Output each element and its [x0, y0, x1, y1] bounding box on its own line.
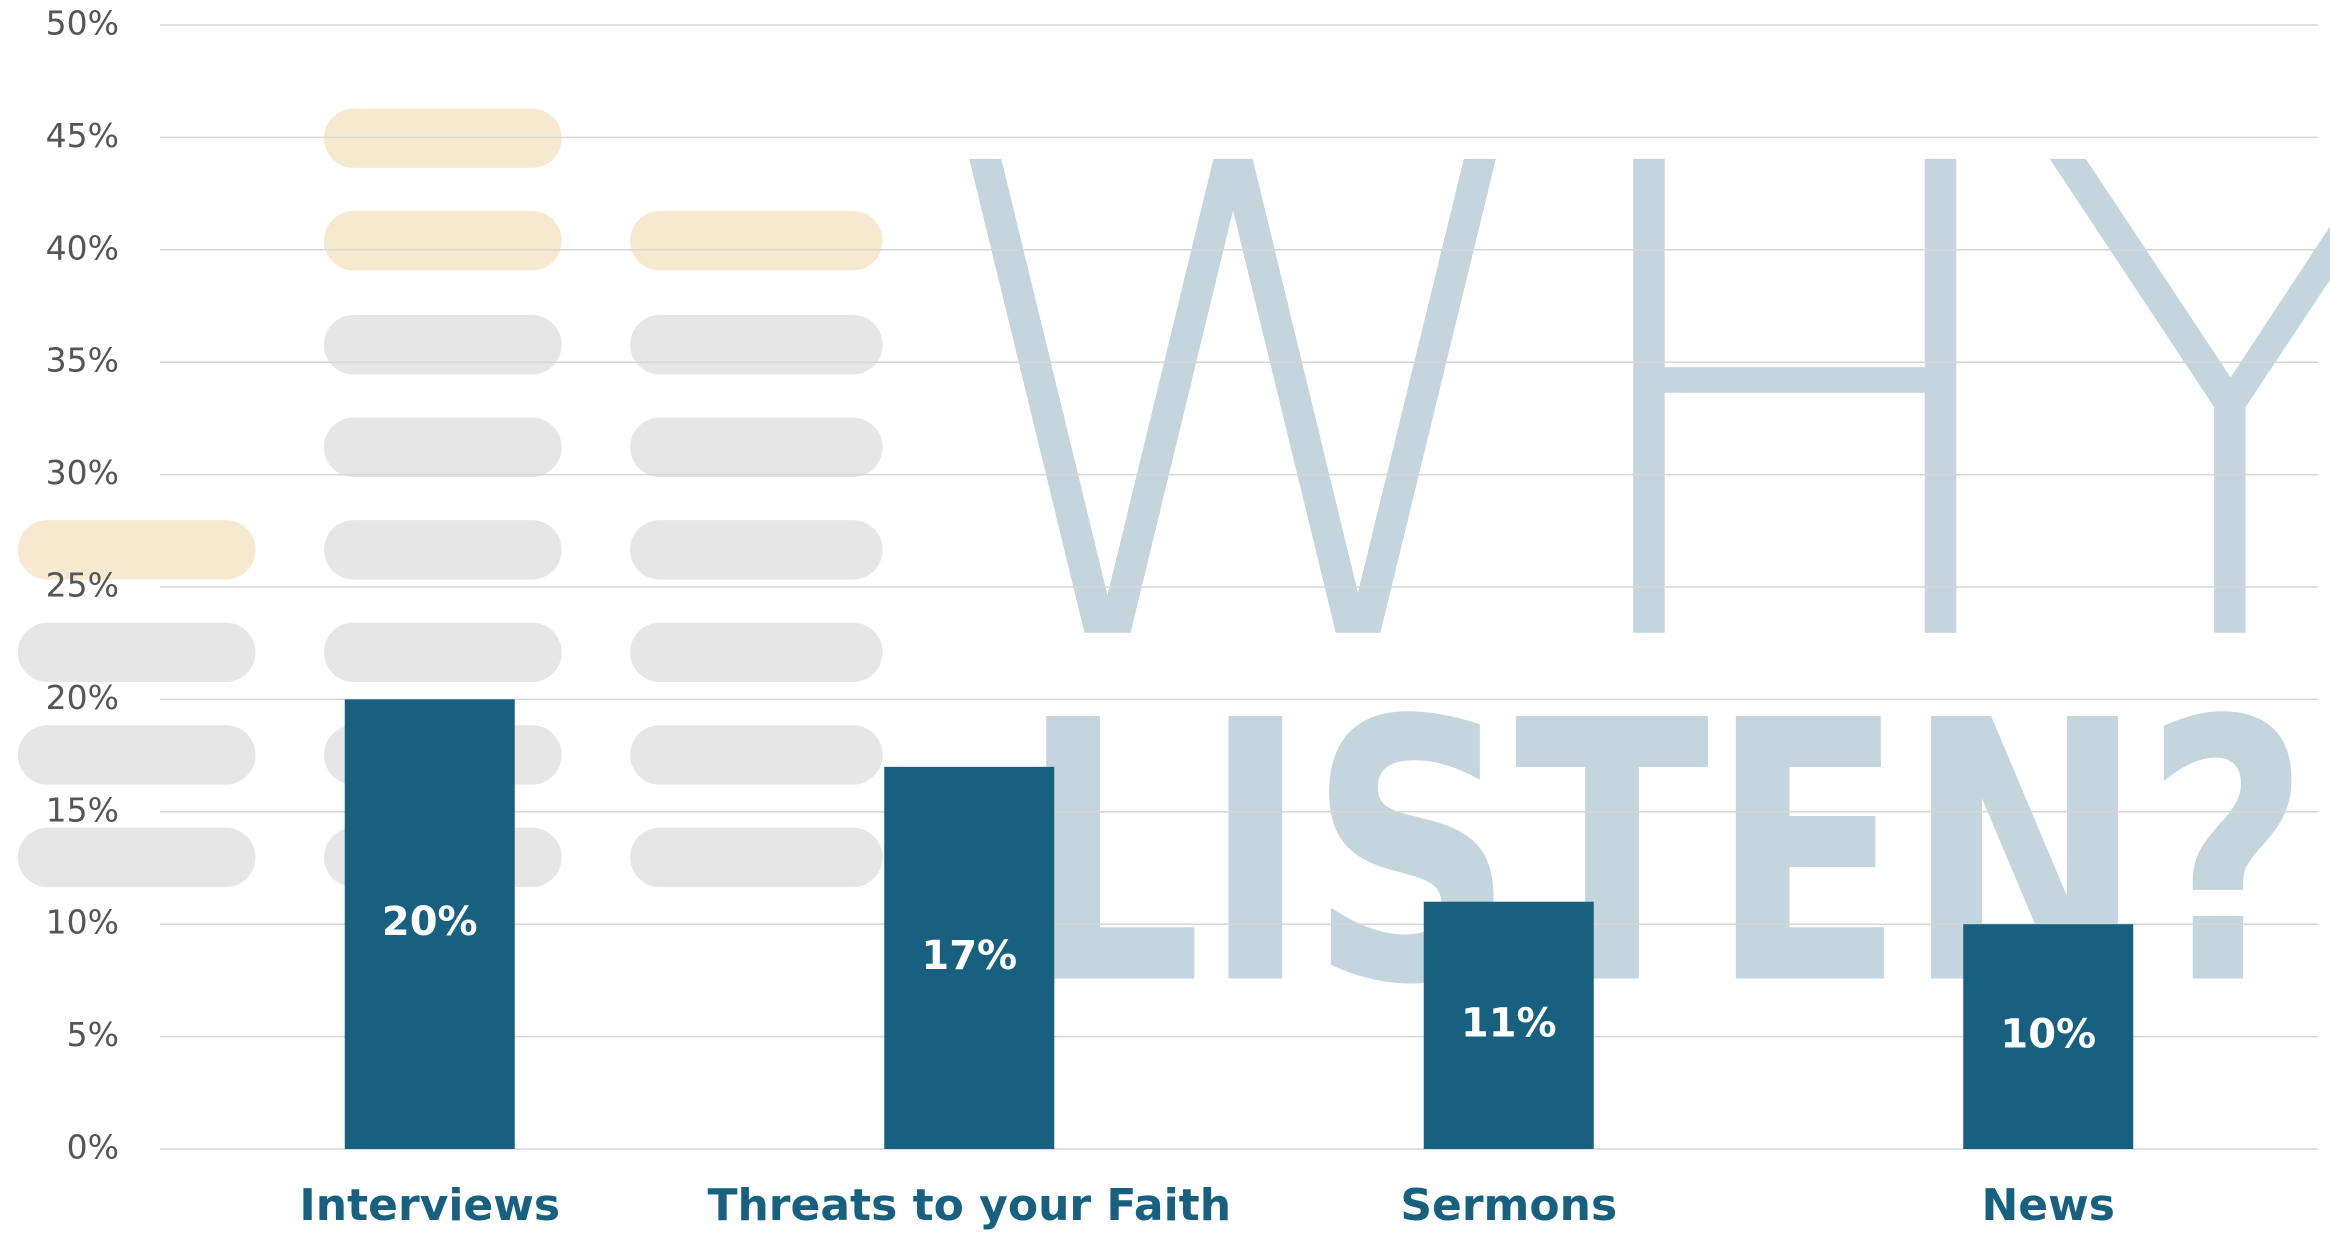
- y-tick-label: 5%: [67, 1015, 119, 1054]
- deco-pill: [323, 108, 562, 168]
- deco-pill: [630, 315, 883, 375]
- deco-pill: [630, 827, 883, 888]
- y-tick-label: 25%: [46, 566, 119, 605]
- deco-pill: [17, 622, 256, 683]
- deco-pill: [630, 211, 883, 271]
- x-tick-label: Threats to your Faith: [707, 1180, 1231, 1231]
- value-label: 17%: [921, 933, 1017, 979]
- deco-pill: [323, 315, 562, 375]
- deco-pill: [630, 520, 883, 580]
- deco-pill: [323, 622, 562, 683]
- watermark-why: WHY: [925, 31, 2330, 787]
- deco-pill: [17, 827, 256, 888]
- x-tick-label: News: [1981, 1180, 2115, 1231]
- bar: [344, 699, 515, 1149]
- y-tick-label: 45%: [46, 116, 119, 155]
- value-label: 10%: [2000, 1012, 2096, 1058]
- y-tick-label: 10%: [46, 903, 119, 942]
- y-tick-label: 40%: [46, 228, 119, 267]
- y-tick-label: 20%: [46, 678, 119, 717]
- deco-pill: [17, 725, 256, 785]
- deco-pill: [323, 417, 562, 477]
- value-label: 11%: [1461, 1000, 1557, 1046]
- y-tick-label: 30%: [46, 453, 119, 492]
- x-tick-label: Sermons: [1400, 1180, 1617, 1231]
- value-label: 20%: [382, 899, 478, 945]
- deco-pill: [630, 417, 883, 477]
- x-tick-label: Interviews: [299, 1180, 560, 1231]
- y-tick-label: 35%: [46, 341, 119, 380]
- deco-pill: [630, 725, 883, 785]
- bar: [1423, 901, 1594, 1149]
- y-tick-label: 15%: [46, 790, 119, 829]
- deco-pill: [630, 622, 883, 683]
- bar: [1963, 924, 2134, 1149]
- deco-pill: [323, 211, 562, 271]
- y-tick-label: 50%: [46, 4, 119, 43]
- deco-pill: [17, 520, 256, 580]
- deco-pill: [323, 520, 562, 580]
- y-tick-label: 0%: [67, 1128, 119, 1167]
- bar: [884, 766, 1055, 1149]
